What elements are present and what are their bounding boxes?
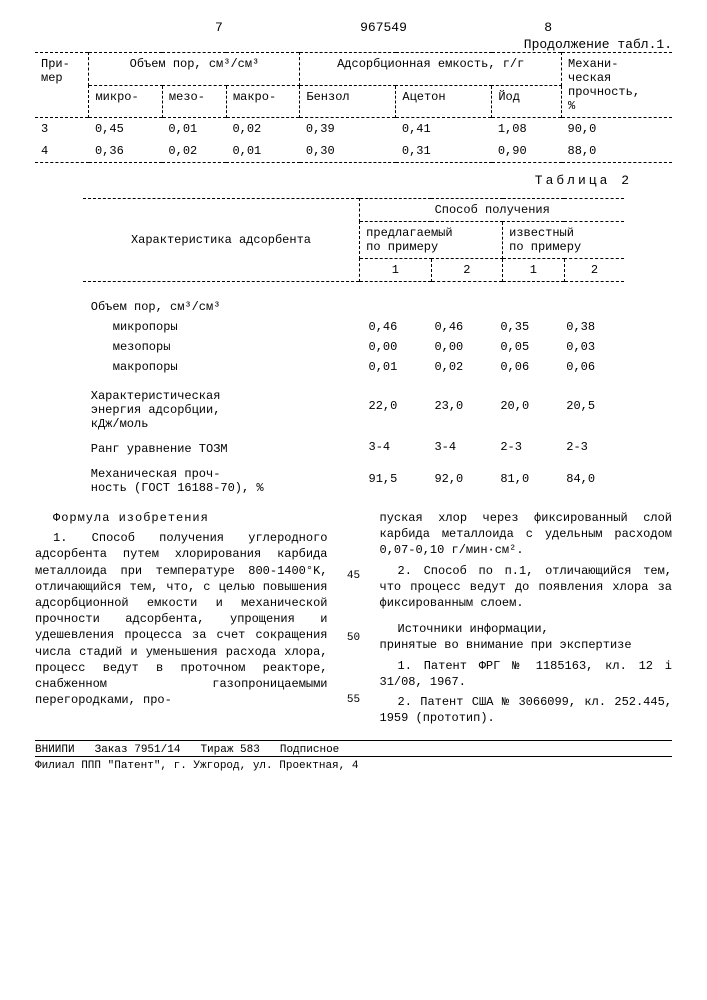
footer-order: Заказ 7951/14 <box>95 744 181 756</box>
t1-sub-acetone: Ацетон <box>396 85 492 118</box>
t2-cell: 22,0 <box>361 377 427 434</box>
t2-cell: 0,06 <box>558 357 624 377</box>
t2-cell: 92,0 <box>426 459 492 498</box>
t1-cell: 4 <box>35 140 89 163</box>
claim-2: 2. Способ по п.1, отличаю­щийся тем, что… <box>380 563 673 612</box>
t2-c1: 1 <box>360 259 431 282</box>
t2-cell: 0,00 <box>426 337 492 357</box>
t2-cell: 0,01 <box>361 357 427 377</box>
t2-cell: 20,0 <box>492 377 558 434</box>
left-column: Формула изобретения 1. Способ получения … <box>35 510 328 730</box>
t2-cell: 81,0 <box>492 459 558 498</box>
t1-cell: 3 <box>35 118 89 141</box>
footer-address: Филиал ППП "Патент", г. Ужгород, ул. Про… <box>35 760 358 772</box>
t1-cell: 1,08 <box>492 118 562 141</box>
t1-sub-meso: мезо- <box>162 85 226 118</box>
footer-line-2: Филиал ППП "Патент", г. Ужгород, ул. Про… <box>35 756 672 772</box>
t2-cell: 91,5 <box>361 459 427 498</box>
t1-sub-macro: макро- <box>226 85 299 118</box>
footer-tirazh: Тираж 583 <box>200 744 259 756</box>
t1-cell: 0,45 <box>89 118 162 141</box>
t1-cell: 0,36 <box>89 140 162 163</box>
t2-cell: 84,0 <box>558 459 624 498</box>
t2-cell: 0,46 <box>361 317 427 337</box>
t2-cell: 0,35 <box>492 317 558 337</box>
t2-h-known: известный по примеру <box>503 222 625 259</box>
t2-cell: 23,0 <box>426 377 492 434</box>
table-2-data: Объем пор, см³/см³ микропоры0,460,460,35… <box>83 297 624 498</box>
t1-cell: 0,31 <box>396 140 492 163</box>
t1-cell: 0,90 <box>492 140 562 163</box>
footer-line-1: ВНИИПИ Заказ 7951/14 Тираж 583 Подписное <box>35 740 672 756</box>
t1-cell: 0,02 <box>226 118 299 141</box>
t2-cell: 3-4 <box>361 434 427 459</box>
t2-cell: 2-3 <box>558 434 624 459</box>
ln: 55 <box>343 694 365 706</box>
t2-c3: 1 <box>503 259 565 282</box>
t2-rang-l: Ранг уравнение ТОЗМ <box>83 434 361 459</box>
t1-sub-benzol: Бензол <box>300 85 396 118</box>
t2-cell: 3-4 <box>426 434 492 459</box>
ln: 50 <box>343 632 365 644</box>
source-1: 1. Патент ФРГ № 1185163, кл. 12 і 31/08,… <box>380 658 673 690</box>
t2-cell: 0,05 <box>492 337 558 357</box>
line-numbers: 45 50 55 <box>343 510 365 730</box>
t1-sub-iod: Йод <box>492 85 562 118</box>
right-column: пуская хлор через фиксированный слой кар… <box>380 510 673 730</box>
footer-org: ВНИИПИ <box>35 744 75 756</box>
t2-row-label: мезопоры <box>83 337 361 357</box>
t2-c4: 2 <box>564 259 624 282</box>
table-1: При- мер Объем пор, см³/см³ Адсорбционна… <box>35 52 672 163</box>
t2-cell: 0,06 <box>492 357 558 377</box>
claims-title: Формула изобретения <box>35 510 328 526</box>
claim-1-cont: пуская хлор через фиксированный слой кар… <box>380 510 673 559</box>
t2-h-char: Характеристика адсорбента <box>83 199 360 282</box>
t2-row-label: макропоры <box>83 357 361 377</box>
continuation-label: Продолжение табл.1. <box>35 37 672 52</box>
t2-pore-header: Объем пор, см³/см³ <box>83 297 624 317</box>
table-2: Характеристика адсорбента Способ получен… <box>83 198 624 282</box>
t1-h-primer: При- мер <box>35 53 89 118</box>
doc-number: 967549 <box>360 20 407 35</box>
ln: 45 <box>343 570 365 582</box>
page-left: 7 <box>215 20 223 35</box>
footer: ВНИИПИ Заказ 7951/14 Тираж 583 Подписное… <box>35 740 672 772</box>
t1-cell: 0,02 <box>162 140 226 163</box>
t2-cell: 0,38 <box>558 317 624 337</box>
t1-h-pore: Объем пор, см³/см³ <box>89 53 300 86</box>
footer-sub: Подписное <box>280 744 339 756</box>
source-2: 2. Патент США № 3066099, кл. 252.445, 19… <box>380 694 673 726</box>
t1-cell: 0,30 <box>300 140 396 163</box>
t2-row-label: микропоры <box>83 317 361 337</box>
t1-h-mech: Механи- ческая прочность, % <box>562 53 672 118</box>
t1-h-adsorb: Адсорбционная емкость, г/г <box>300 53 562 86</box>
t2-mech-l: Механическая проч- ность (ГОСТ 16188-70)… <box>83 459 361 498</box>
page-right: 8 <box>544 20 552 35</box>
t2-h-method: Способ получения <box>360 199 625 222</box>
claim-1: 1. Способ получения углеродного адсорбен… <box>35 530 328 708</box>
sources-header: Источники информации, принятые во вниман… <box>380 621 673 653</box>
t2-cell: 0,02 <box>426 357 492 377</box>
table2-label: Таблица 2 <box>35 173 632 188</box>
t1-cell: 0,01 <box>162 118 226 141</box>
page-header: 7 967549 8 <box>35 20 672 35</box>
t2-energy-l: Характеристическая энергия адсорбции, кД… <box>83 377 361 434</box>
t2-cell: 2-3 <box>492 434 558 459</box>
t2-cell: 0,00 <box>361 337 427 357</box>
t2-h-proposed: предлагаемый по примеру <box>360 222 503 259</box>
t2-cell: 0,46 <box>426 317 492 337</box>
t2-c2: 2 <box>431 259 503 282</box>
t1-sub-micro: микро- <box>89 85 162 118</box>
t1-cell: 0,39 <box>300 118 396 141</box>
claims-section: Формула изобретения 1. Способ получения … <box>35 510 672 730</box>
t1-cell: 0,41 <box>396 118 492 141</box>
t2-cell: 20,5 <box>558 377 624 434</box>
t1-cell: 88,0 <box>562 140 672 163</box>
t2-cell: 0,03 <box>558 337 624 357</box>
t1-cell: 0,01 <box>226 140 299 163</box>
t1-cell: 90,0 <box>562 118 672 141</box>
